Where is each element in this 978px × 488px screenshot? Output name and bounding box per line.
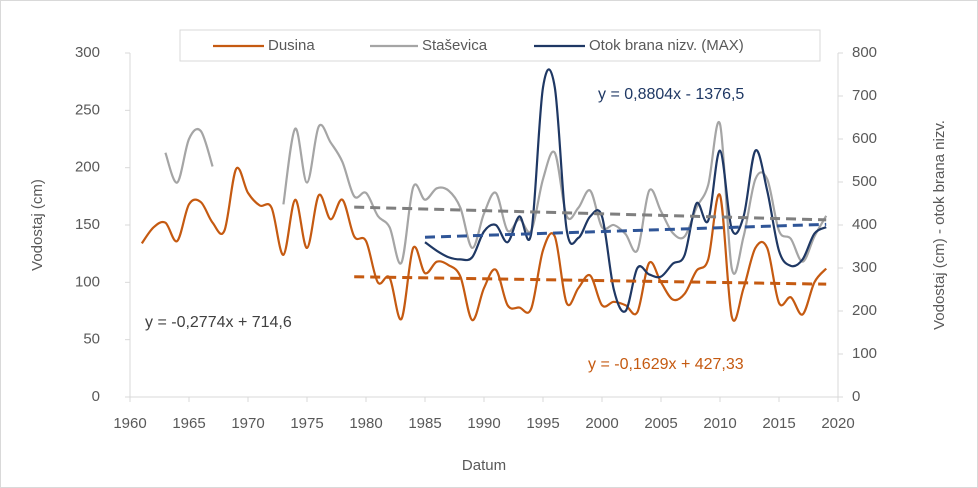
y-axis-label: Vodostaj (cm) — [29, 179, 46, 271]
y2-tick-label: 500 — [852, 173, 877, 190]
legend-label: Otok brana nizv. (MAX) — [589, 37, 744, 54]
y-tick-label: 0 — [92, 388, 100, 405]
trend-equation: y = 0,8804x - 1376,5 — [598, 86, 744, 103]
legend-label: Dusina — [268, 37, 315, 54]
y2-tick-label: 400 — [852, 216, 877, 233]
y-tick-label: 300 — [75, 44, 100, 61]
y-tick-label: 150 — [75, 216, 100, 233]
legend-box — [179, 29, 821, 62]
y2-axis-label: Vodostaj (cm) - otok brana nizv. — [931, 120, 948, 330]
y-tick-label: 200 — [75, 159, 100, 176]
x-tick-label: 1960 — [113, 415, 146, 432]
series-line — [140, 166, 828, 322]
y2-tick-label: 600 — [852, 130, 877, 147]
legend-label: Staševica — [422, 37, 488, 54]
y2-tick-label: 200 — [852, 302, 877, 319]
y-tick-label: 50 — [83, 331, 100, 348]
trend-equation: y = -0,1629x + 427,33 — [588, 356, 744, 373]
x-axis-label: Datum — [462, 457, 506, 474]
trendline — [354, 275, 827, 286]
y2-tick-label: 800 — [852, 44, 877, 61]
y2-tick-label: 700 — [852, 87, 877, 104]
series-line — [424, 68, 827, 313]
x-tick-label: 2005 — [644, 415, 677, 432]
x-tick-label: 2010 — [703, 415, 736, 432]
series-line — [164, 120, 828, 275]
y2-tick-label: 300 — [852, 259, 877, 276]
y2-tick-label: 100 — [852, 345, 877, 362]
trendline — [424, 222, 827, 239]
y-tick-label: 250 — [75, 101, 100, 118]
trendline — [354, 205, 827, 222]
x-tick-label: 2015 — [762, 415, 795, 432]
x-tick-label: 2000 — [585, 415, 618, 432]
x-tick-label: 1965 — [172, 415, 205, 432]
x-tick-label: 1970 — [231, 415, 264, 432]
trend-equation: y = -0,2774x + 714,6 — [145, 314, 292, 331]
x-tick-label: 1975 — [290, 415, 323, 432]
x-tick-label: 1985 — [408, 415, 441, 432]
x-tick-label: 1990 — [467, 415, 500, 432]
y-tick-label: 100 — [75, 273, 100, 290]
x-tick-label: 1995 — [526, 415, 559, 432]
x-tick-label: 2020 — [821, 415, 854, 432]
y2-tick-label: 0 — [852, 388, 860, 405]
x-tick-label: 1980 — [349, 415, 382, 432]
